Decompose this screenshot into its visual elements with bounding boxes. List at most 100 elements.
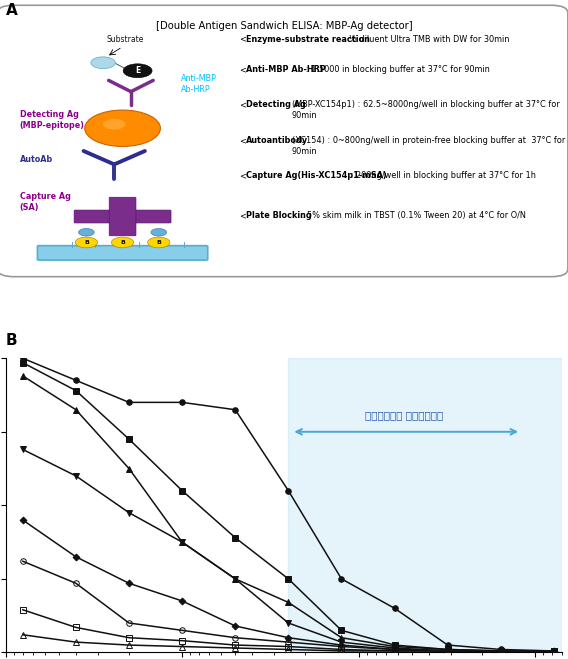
Circle shape xyxy=(76,237,98,248)
1000ng xyxy=(19,445,26,453)
8000ng xyxy=(19,355,26,362)
Text: B: B xyxy=(156,240,161,245)
2000ng xyxy=(338,634,345,642)
500ng xyxy=(19,516,26,524)
1000ng xyxy=(550,647,557,655)
2000ng xyxy=(550,647,557,655)
1000ng xyxy=(232,575,239,583)
Line: 62.5ng: 62.5ng xyxy=(20,632,557,654)
125ng xyxy=(126,634,132,642)
Text: : 200ng/well in blocking buffer at 37°C for 1h: : 200ng/well in blocking buffer at 37°C … xyxy=(348,171,536,180)
250ng xyxy=(391,646,398,654)
125ng xyxy=(19,606,26,614)
8000ng xyxy=(550,647,557,655)
4000ng xyxy=(179,486,186,494)
Circle shape xyxy=(85,110,160,146)
FancyBboxPatch shape xyxy=(109,197,136,236)
8000ng xyxy=(126,399,132,407)
1000ng xyxy=(391,644,398,652)
Text: (XC154) : 0~800ng/well in protein-free blocking buffer at  37°C for 90min: (XC154) : 0~800ng/well in protein-free b… xyxy=(291,136,565,156)
500ng xyxy=(126,579,132,587)
Text: Substrate: Substrate xyxy=(107,35,144,44)
500ng xyxy=(498,647,504,655)
8000ng xyxy=(73,376,80,384)
Line: 250ng: 250ng xyxy=(20,558,557,654)
62.5ng xyxy=(126,641,132,649)
Line: 125ng: 125ng xyxy=(20,607,557,654)
2000ng xyxy=(126,465,132,473)
1000ng xyxy=(126,509,132,517)
500ng xyxy=(285,634,292,642)
500ng xyxy=(179,597,186,605)
250ng xyxy=(285,638,292,646)
1000ng xyxy=(179,538,186,546)
Text: Detecting Ag
(MBP-epitope): Detecting Ag (MBP-epitope) xyxy=(20,110,85,130)
Text: <: < xyxy=(240,65,246,74)
62.5ng xyxy=(232,644,239,652)
FancyBboxPatch shape xyxy=(37,246,208,260)
Text: <: < xyxy=(240,100,246,109)
2000ng xyxy=(285,598,292,606)
62.5ng xyxy=(179,643,186,650)
2000ng xyxy=(444,646,451,654)
Text: B: B xyxy=(120,240,125,245)
125ng xyxy=(73,623,80,631)
500ng xyxy=(444,647,451,655)
8000ng xyxy=(232,406,239,414)
125ng xyxy=(550,647,557,655)
Text: E: E xyxy=(135,67,140,75)
Text: [Double Antigen Sandwich ELISA: MBP-Ag detector]: [Double Antigen Sandwich ELISA: MBP-Ag d… xyxy=(156,21,412,31)
8000ng xyxy=(391,604,398,612)
500ng xyxy=(338,641,345,649)
250ng xyxy=(232,634,239,642)
Line: 8000ng: 8000ng xyxy=(20,355,557,654)
Text: B: B xyxy=(84,240,89,245)
Bar xyxy=(289,358,562,652)
2000ng xyxy=(73,406,80,414)
62.5ng xyxy=(550,647,557,655)
Text: Anti-MBP
Ab-HRP: Anti-MBP Ab-HRP xyxy=(181,74,217,94)
4000ng xyxy=(391,641,398,649)
125ng xyxy=(232,641,239,649)
62.5ng xyxy=(19,631,26,639)
Text: Enzyme-substrate reaction: Enzyme-substrate reaction xyxy=(246,35,370,43)
250ng xyxy=(179,627,186,635)
4000ng xyxy=(126,435,132,443)
250ng xyxy=(338,643,345,650)
125ng xyxy=(179,637,186,645)
Text: <: < xyxy=(240,136,246,145)
500ng xyxy=(232,622,239,630)
2000ng xyxy=(19,372,26,380)
62.5ng xyxy=(73,638,80,646)
Line: 500ng: 500ng xyxy=(20,517,556,653)
8000ng xyxy=(285,486,292,494)
62.5ng xyxy=(444,647,451,655)
Text: Autoantibody: Autoantibody xyxy=(246,136,308,145)
500ng xyxy=(550,647,557,655)
FancyBboxPatch shape xyxy=(0,5,568,277)
125ng xyxy=(338,646,345,654)
Circle shape xyxy=(91,57,115,69)
2000ng xyxy=(391,643,398,650)
8000ng xyxy=(498,646,504,654)
62.5ng xyxy=(391,647,398,655)
4000ng xyxy=(232,534,239,542)
1000ng xyxy=(73,472,80,480)
Circle shape xyxy=(148,237,170,248)
62.5ng xyxy=(338,647,345,655)
125ng xyxy=(391,647,398,655)
Text: : 1:5000 in blocking buffer at 37°C for 90min: : 1:5000 in blocking buffer at 37°C for … xyxy=(303,65,490,74)
Circle shape xyxy=(151,229,166,236)
Text: 혁중오토항체 존재가능범위: 혁중오토항체 존재가능범위 xyxy=(365,410,444,420)
Text: <: < xyxy=(240,35,246,43)
Line: 1000ng: 1000ng xyxy=(20,447,557,654)
2000ng xyxy=(179,538,186,546)
Text: : 5% skim milk in TBST (0.1% Tween 20) at 4°C for O/N: : 5% skim milk in TBST (0.1% Tween 20) a… xyxy=(299,211,526,220)
125ng xyxy=(498,647,504,655)
62.5ng xyxy=(285,646,292,654)
Text: Plate Blocking: Plate Blocking xyxy=(246,211,312,220)
250ng xyxy=(126,619,132,627)
1000ng xyxy=(498,647,504,655)
8000ng xyxy=(179,399,186,407)
Text: B: B xyxy=(6,333,17,348)
